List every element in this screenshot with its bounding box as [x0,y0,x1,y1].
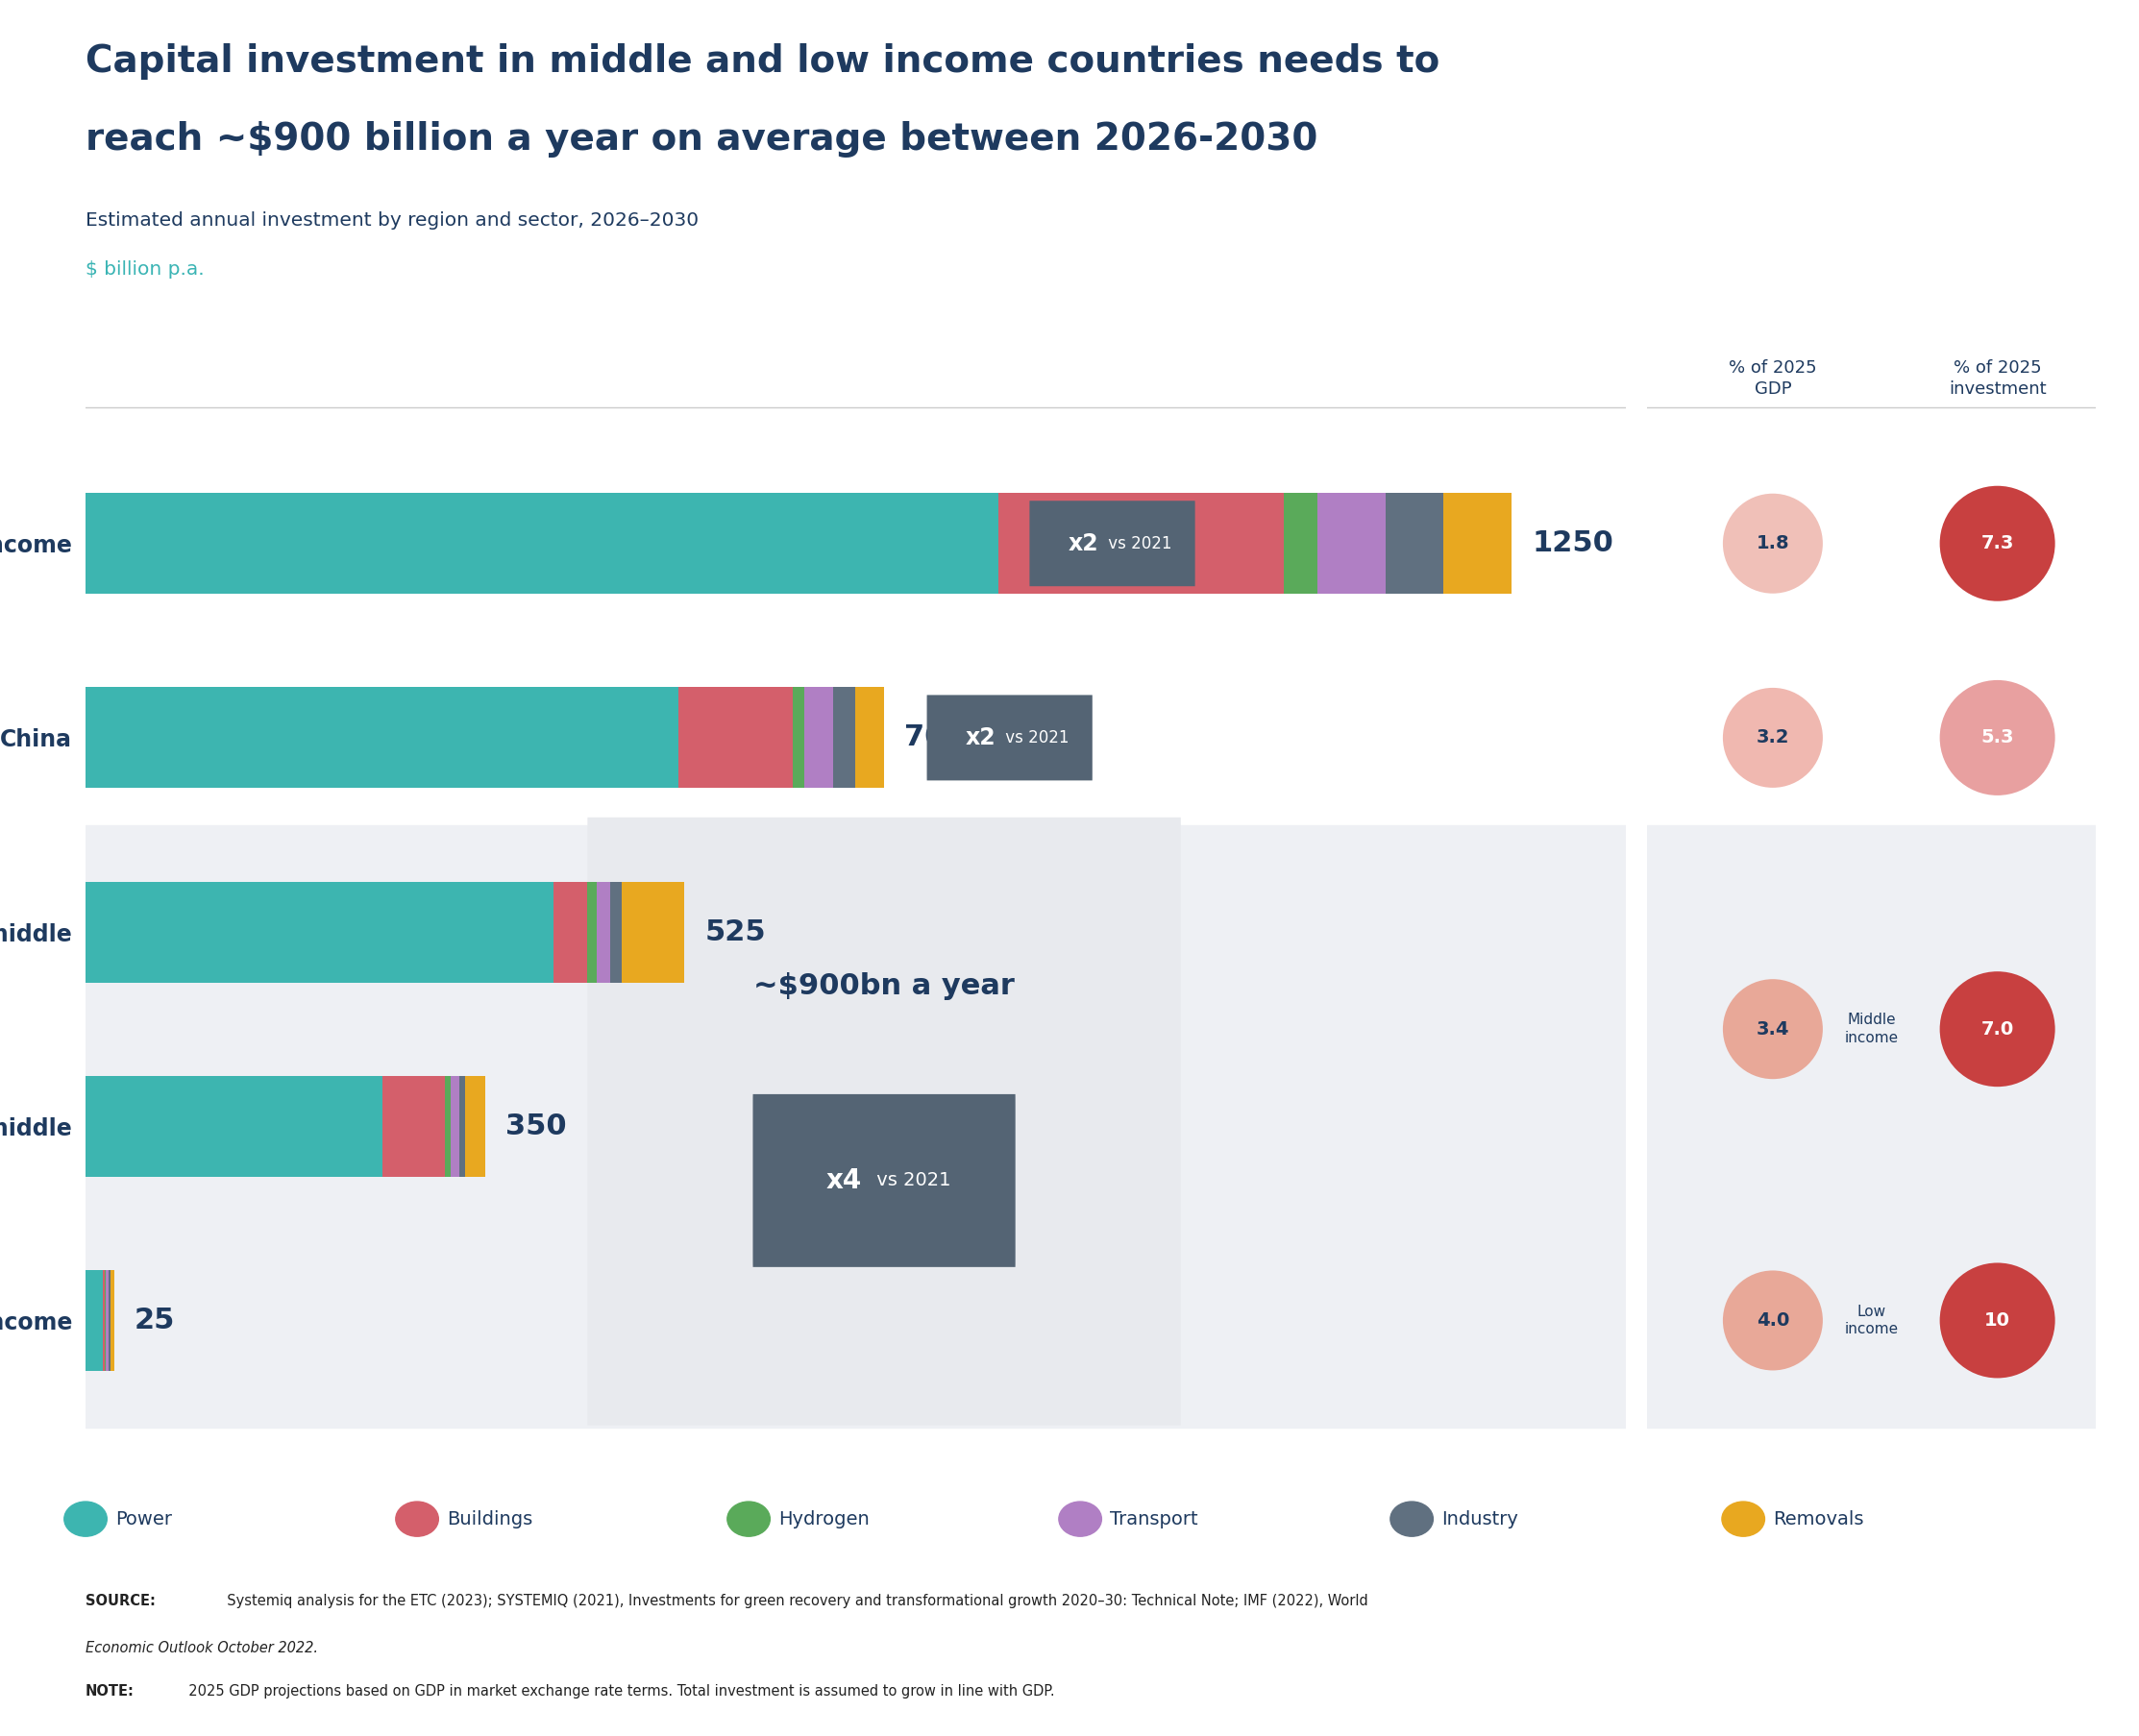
Bar [1444,493,1512,594]
Text: Low
income: Low income [1844,1304,1899,1337]
Bar [554,882,588,983]
Ellipse shape [1722,687,1822,788]
Text: $ billion p.a.: $ billion p.a. [86,260,205,279]
Text: NOTE:: NOTE: [86,1684,135,1698]
FancyBboxPatch shape [753,1094,1016,1267]
Text: 5.3: 5.3 [1981,729,2015,746]
Bar [86,1076,383,1177]
Text: 350: 350 [505,1113,567,1141]
Ellipse shape [1940,972,2056,1087]
Bar [1647,825,2096,1427]
Bar [103,1271,105,1371]
Ellipse shape [1940,486,2056,601]
Bar [383,1076,445,1177]
Bar [107,1271,109,1371]
Text: 525: 525 [706,918,766,946]
Text: Estimated annual investment by region and sector, 2026–2030: Estimated annual investment by region an… [86,212,699,231]
Bar [678,687,794,788]
Bar [1386,493,1444,594]
Ellipse shape [1722,1271,1822,1370]
Bar [1318,493,1386,594]
FancyBboxPatch shape [926,694,1093,781]
Text: x4: x4 [826,1167,862,1194]
Text: 2025 GDP projections based on GDP in market exchange rate terms. Total investmen: 2025 GDP projections based on GDP in mar… [180,1684,1055,1698]
Text: Transport: Transport [1110,1510,1198,1528]
Text: % of 2025
investment: % of 2025 investment [1949,359,2047,398]
Text: 4.0: 4.0 [1756,1311,1790,1330]
Bar [109,1271,111,1371]
Bar [86,825,1626,1427]
Text: 3.2: 3.2 [1756,729,1790,746]
Text: 3.4: 3.4 [1756,1021,1790,1038]
Text: Hydrogen: Hydrogen [779,1510,871,1528]
Text: % of 2025
GDP: % of 2025 GDP [1728,359,1816,398]
Text: reach ~$900 billion a year on average between 2026-2030: reach ~$900 billion a year on average be… [86,122,1318,158]
Text: vs 2021: vs 2021 [1104,535,1172,552]
Bar [451,1076,460,1177]
Bar [466,1076,486,1177]
Text: x2: x2 [965,726,997,750]
Bar [86,687,678,788]
Text: 1250: 1250 [1532,529,1613,557]
Text: Economic Outlook October 2022.: Economic Outlook October 2022. [86,1641,319,1654]
Bar [111,1271,113,1371]
Ellipse shape [1722,493,1822,594]
Text: 10: 10 [1985,1311,2011,1330]
Text: vs 2021: vs 2021 [871,1172,950,1189]
Text: SOURCE:: SOURCE: [86,1594,156,1608]
Text: x2: x2 [1067,531,1099,556]
Bar [86,493,999,594]
Text: Buildings: Buildings [447,1510,533,1528]
Bar [804,687,832,788]
Bar [445,1076,451,1177]
Text: ~$900bn a year: ~$900bn a year [753,972,1014,1000]
Bar [86,882,554,983]
Text: Power: Power [116,1510,173,1528]
Bar [832,687,856,788]
Bar [622,882,684,983]
Bar [597,882,610,983]
Text: Industry: Industry [1442,1510,1519,1528]
Bar [86,1271,103,1371]
Text: Capital investment in middle and low income countries needs to: Capital investment in middle and low inc… [86,43,1440,80]
Text: 25: 25 [135,1307,175,1335]
Bar [856,687,883,788]
Bar [460,1076,466,1177]
Ellipse shape [1940,1262,2056,1378]
Bar [794,687,804,788]
Text: vs 2021: vs 2021 [1001,729,1070,746]
Text: 7.0: 7.0 [1981,1021,2013,1038]
Bar [999,493,1283,594]
FancyBboxPatch shape [1029,500,1196,587]
Bar [588,882,597,983]
Text: 1.8: 1.8 [1756,535,1790,552]
FancyBboxPatch shape [588,818,1181,1425]
Text: Removals: Removals [1773,1510,1863,1528]
Bar [1283,493,1318,594]
Ellipse shape [1722,979,1822,1080]
Ellipse shape [1940,681,2056,795]
Text: 700: 700 [905,724,967,752]
Bar [610,882,622,983]
Text: Systemiq analysis for the ETC (2023); SYSTEMIQ (2021), Investments for green rec: Systemiq analysis for the ETC (2023); SY… [218,1594,1369,1608]
Text: Middle
income: Middle income [1844,1014,1899,1045]
Text: 7.3: 7.3 [1981,535,2015,552]
